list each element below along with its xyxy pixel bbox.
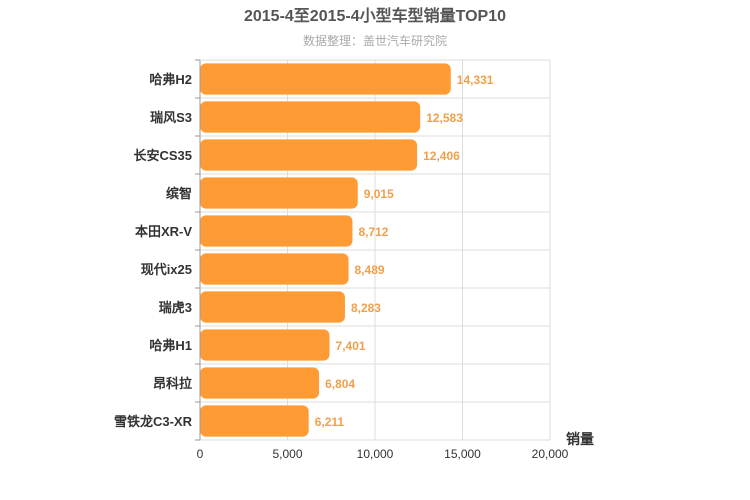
value-label: 7,401 [336, 339, 366, 353]
bar [200, 367, 320, 399]
category-label: 现代ix25 [141, 262, 192, 277]
bar [200, 215, 353, 247]
category-label: 缤智 [166, 186, 192, 201]
x-tick-label: 5,000 [272, 447, 302, 461]
value-label: 6,804 [325, 377, 355, 391]
value-label: 12,406 [423, 149, 460, 163]
bar [200, 101, 421, 133]
value-label: 6,211 [315, 415, 345, 429]
category-label: 哈弗H2 [149, 72, 192, 87]
bar [200, 253, 349, 285]
bars: 哈弗H2 14,331 瑞风S3 12,583 长安CS35 12,406 缤智 9,015 本… [114, 63, 494, 437]
category-label: 本田XR-V [135, 224, 192, 239]
x-tick-label: 20,000 [532, 447, 569, 461]
bar [200, 291, 345, 323]
x-tick-label: 0 [197, 447, 204, 461]
value-label: 9,015 [364, 187, 394, 201]
bar [200, 63, 451, 95]
category-label: 瑞虎3 [159, 300, 192, 315]
bar [200, 177, 358, 209]
value-label: 8,283 [351, 301, 381, 315]
bar [200, 405, 309, 437]
chart-title: 2015-4至2015-4小型车型销量TOP10 [244, 6, 506, 25]
x-tick-label: 15,000 [444, 447, 481, 461]
value-label: 14,331 [457, 73, 494, 87]
value-label: 8,712 [358, 225, 388, 239]
category-label: 长安CS35 [133, 148, 192, 163]
category-label: 雪铁龙C3-XR [114, 414, 193, 429]
value-label: 12,583 [426, 111, 463, 125]
category-label: 瑞风S3 [150, 110, 192, 125]
grid-lines [200, 59, 551, 441]
chart-subtitle: 数据整理：盖世汽车研究院 [303, 33, 447, 48]
value-label: 8,489 [355, 263, 385, 277]
category-label: 昂科拉 [153, 376, 192, 391]
x-axis-title: 销量 [566, 431, 594, 447]
bar [200, 139, 418, 171]
bar [200, 329, 330, 361]
category-label: 哈弗H1 [149, 338, 192, 353]
axes: 0 5,000 10,000 15,000 20,000 [195, 59, 569, 461]
x-tick-label: 10,000 [357, 447, 394, 461]
